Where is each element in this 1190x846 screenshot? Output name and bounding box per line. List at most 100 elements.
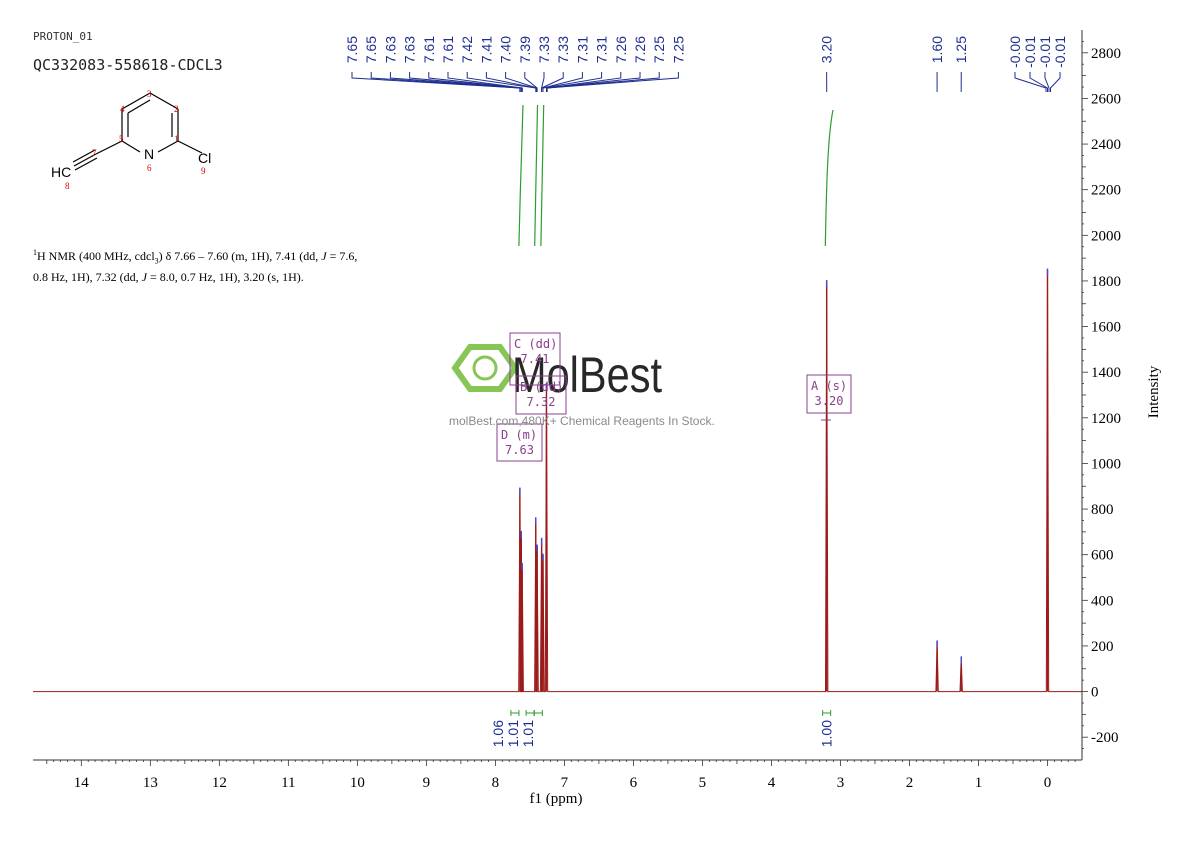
x-tick-label: 0: [1044, 775, 1052, 791]
peak-label: 7.25: [651, 36, 667, 63]
peak-label: 7.40: [498, 36, 514, 63]
sample-name: QC332083-558618-CDCL3: [33, 56, 223, 74]
peak-label: -0.01: [1037, 36, 1053, 68]
x-tick-label: 11: [281, 775, 295, 791]
atom-cl-label: Cl: [198, 150, 211, 166]
y-tick-label: 1800: [1091, 274, 1121, 290]
y-tick-label: 1200: [1091, 411, 1121, 427]
multiplet-letter: D (m): [501, 428, 537, 442]
x-axis-label: f1 (ppm): [530, 791, 583, 807]
peak-label: 7.31: [594, 36, 610, 63]
peak-leader: [1051, 72, 1061, 92]
peak-label: 7.63: [402, 36, 418, 63]
multiplet-shift: 7.63: [505, 443, 534, 457]
peak-label: 7.31: [574, 36, 590, 63]
atom-number-4: 4: [120, 104, 125, 114]
peak-label: 7.39: [517, 36, 533, 63]
description-part-2: ) δ 7.66 – 7.60 (m, 1H), 7.41 (dd,: [159, 249, 322, 263]
y-tick-label: 800: [1091, 502, 1114, 518]
atom-number-1: 1: [174, 134, 179, 144]
x-tick-label: 12: [212, 775, 227, 791]
x-tick-label: 5: [699, 775, 707, 791]
description-part-3: = 7.6,: [327, 249, 358, 263]
peak-label: 7.41: [478, 36, 494, 63]
integral-label: 1.01: [505, 720, 521, 747]
y-axis: -200020040060080010001200140016001800200…: [1082, 30, 1121, 760]
x-tick-label: 1: [975, 775, 983, 791]
x-tick-label: 8: [492, 775, 500, 791]
x-tick-label: 9: [423, 775, 431, 791]
y-tick-label: 0: [1091, 685, 1099, 701]
x-tick-label: 4: [768, 775, 776, 791]
y-tick-label: 400: [1091, 593, 1114, 609]
atom-number-8: 8: [65, 181, 70, 191]
watermark-tagline: molBest.com,480K+ Chemical Reagents In S…: [449, 414, 715, 428]
peak-label: 7.61: [421, 36, 437, 63]
peak-leader: [542, 72, 564, 92]
x-tick-label: 13: [143, 775, 158, 791]
y-tick-label: 2000: [1091, 228, 1121, 244]
nmr-description: 1H NMR (400 MHz, cdcl3) δ 7.66 – 7.60 (m…: [33, 245, 433, 285]
y-tick-label: 2200: [1091, 183, 1121, 199]
y-axis-label: Intensity: [1146, 365, 1162, 418]
spectrum-peaks: [520, 269, 1048, 692]
peak-label: 7.25: [670, 36, 686, 63]
peak-label: 7.63: [382, 36, 398, 63]
peak-label: 3.20: [819, 36, 835, 63]
multiplet-shift: 7.32: [527, 395, 556, 409]
y-tick-label: -200: [1091, 730, 1119, 746]
peak-label: 7.65: [363, 36, 379, 63]
y-tick-label: 2800: [1091, 46, 1121, 62]
description-part-5: = 8.0, 0.7 Hz, 1H), 3.20 (s, 1H).: [147, 270, 304, 284]
integral-curve: [825, 110, 833, 246]
integral-curve: [541, 105, 544, 246]
x-tick-label: 7: [561, 775, 569, 791]
y-tick-label: 1600: [1091, 320, 1121, 336]
integral-curve: [519, 105, 523, 246]
x-tick-label: 3: [837, 775, 845, 791]
multiplet-letter: A (s): [811, 379, 847, 393]
peak-label: -0.01: [1052, 36, 1068, 68]
peak-label: -0.00: [1007, 36, 1023, 68]
peak-label: 7.26: [613, 36, 629, 63]
experiment-name: PROTON_01: [33, 30, 93, 43]
atom-number-2: 2: [174, 104, 179, 114]
integral-label: 1.00: [819, 720, 835, 747]
peak-leader-lines: [352, 72, 1060, 92]
peak-leader: [525, 72, 537, 92]
x-tick-label: 6: [630, 775, 638, 791]
peak-label: 7.33: [555, 36, 571, 63]
x-tick-label: 2: [906, 775, 914, 791]
peak-label: 7.61: [440, 36, 456, 63]
atom-number-6: 6: [147, 163, 152, 173]
peak-label: 7.33: [536, 36, 552, 63]
y-tick-label: 1000: [1091, 456, 1121, 472]
y-tick-label: 1400: [1091, 365, 1121, 381]
multiplet-letter: C (dd): [514, 337, 557, 351]
description-part-1: H NMR (400 MHz, cdcl: [37, 249, 155, 263]
integral-label: 1.06: [490, 720, 506, 747]
multiplet-shift: 3.20: [815, 394, 844, 408]
peak-label: 1.60: [929, 36, 945, 63]
atom-number-5: 5: [119, 134, 124, 144]
atom-hc-label: HC: [51, 164, 71, 180]
peak-label: 7.65: [344, 36, 360, 63]
integral-curves: [519, 105, 833, 246]
watermark-logo-icon: [455, 347, 515, 389]
peak-label: 7.26: [632, 36, 648, 63]
x-tick-label: 10: [350, 775, 365, 791]
integral-curve: [535, 105, 538, 246]
integral-label: 1.01: [520, 720, 536, 747]
peak-label: 7.42: [459, 36, 475, 63]
atom-n-label: N: [144, 146, 154, 162]
multiplet-shift: 7.41: [521, 352, 550, 366]
peak-label: -0.01: [1022, 36, 1038, 68]
watermark: MolBest: [455, 347, 662, 403]
x-tick-label: 14: [74, 775, 90, 791]
atom-number-7: 7: [92, 148, 97, 158]
peak-label: 1.25: [953, 36, 969, 63]
molecule-structure: N Cl HC 1 2 3 4 5 6 7 8 9: [51, 89, 211, 191]
